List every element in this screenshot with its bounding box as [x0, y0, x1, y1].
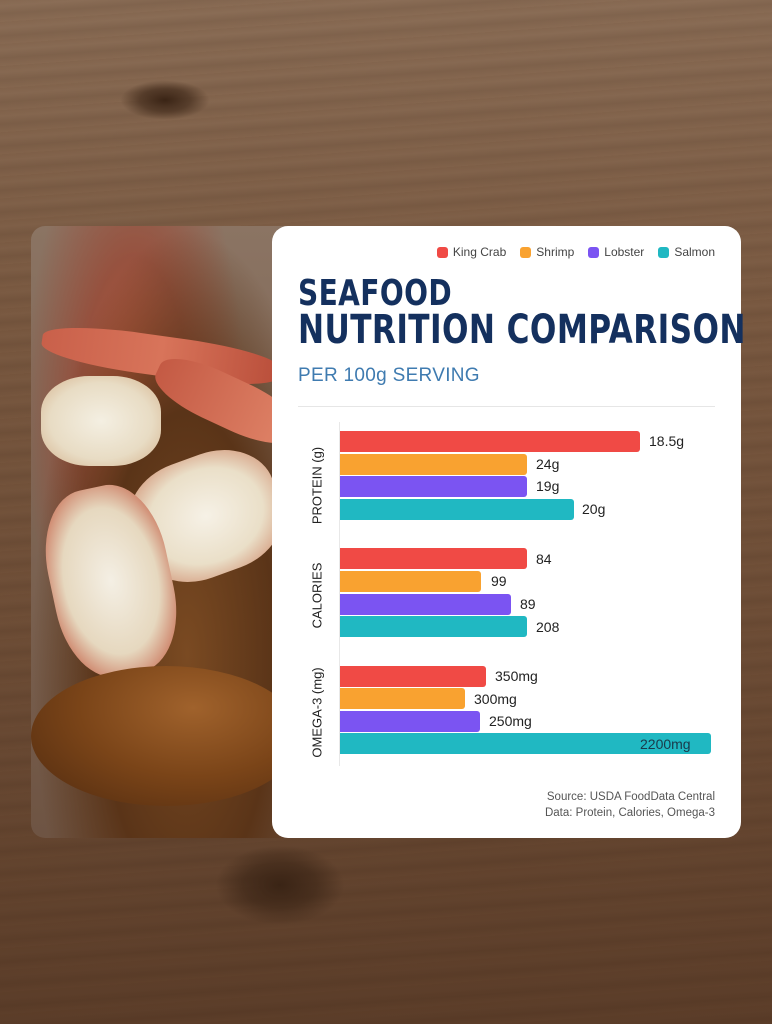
value-label: 84	[536, 551, 552, 567]
legend-label: King Crab	[452, 245, 507, 259]
legend-item-salmon: Salmon	[658, 245, 715, 259]
king-crab-photo	[31, 226, 291, 838]
divider	[298, 406, 715, 407]
group-label-calories: CALORIES	[309, 562, 325, 629]
value-label: 20g	[582, 501, 606, 517]
value-label: 24g	[536, 456, 560, 472]
bar-calories-salmon	[340, 616, 527, 637]
value-label: 99	[491, 573, 507, 589]
bar-protein-lobster	[340, 476, 527, 497]
value-label: 18.5g	[649, 433, 685, 449]
bar-omega-shrimp	[340, 688, 465, 709]
legend-swatch	[520, 246, 532, 258]
bar-omega-salmon	[340, 733, 711, 754]
legend-swatch	[658, 246, 670, 258]
legend-item-king-crab: King Crab	[436, 245, 507, 259]
group-label-protein: PROTEIN (g)	[309, 446, 325, 525]
chart-subtitle: PER 100g SERVING	[298, 365, 480, 386]
value-label: 19g	[536, 478, 560, 494]
bar-omega-king-crab	[340, 666, 486, 687]
legend-swatch	[436, 246, 448, 258]
bar-calories-lobster	[340, 594, 511, 615]
value-label: 250mg	[489, 713, 532, 729]
value-label: 2200mg	[640, 736, 691, 752]
legend-swatch	[588, 246, 600, 258]
title-line-2: NUTRITION COMPARISON	[298, 307, 746, 353]
legend-item-shrimp: Shrimp	[520, 245, 574, 259]
bar-calories-king-crab	[340, 548, 527, 569]
group-label-omega-3: OMEGA-3 (mg)	[309, 667, 325, 758]
legend-label: Lobster	[604, 245, 645, 259]
legend-item-lobster: Lobster	[588, 245, 644, 259]
value-label: 208	[536, 619, 560, 635]
bar-protein-shrimp	[340, 454, 527, 475]
bar-protein-salmon	[340, 499, 574, 520]
source-note: Source: USDA FoodData Central Data: Prot…	[545, 789, 715, 821]
chart-card: King Crab Shrimp Lobster Salmon SEAFOOD …	[272, 226, 746, 838]
data-line: Data: Protein, Calories, Omega-3	[544, 807, 715, 819]
title-line-1: SEAFOOD	[298, 273, 453, 314]
chart-title: SEAFOOD NUTRITION COMPARISON	[298, 273, 746, 353]
y-axis-line	[339, 422, 340, 766]
bar-omega-lobster	[340, 711, 480, 732]
value-label: 300mg	[474, 691, 517, 707]
bar-calories-shrimp	[340, 571, 481, 592]
bar-protein-king-crab	[340, 431, 640, 452]
wood-knot	[215, 845, 345, 925]
legend-label: Shrimp	[536, 245, 575, 259]
chart-legend: King Crab Shrimp Lobster Salmon	[436, 245, 715, 259]
source-line: Source: USDA FoodData Central	[546, 791, 715, 803]
value-label: 350mg	[495, 668, 538, 684]
legend-label: Salmon	[674, 245, 715, 259]
value-label: 89	[520, 596, 536, 612]
wood-knot	[120, 80, 210, 120]
